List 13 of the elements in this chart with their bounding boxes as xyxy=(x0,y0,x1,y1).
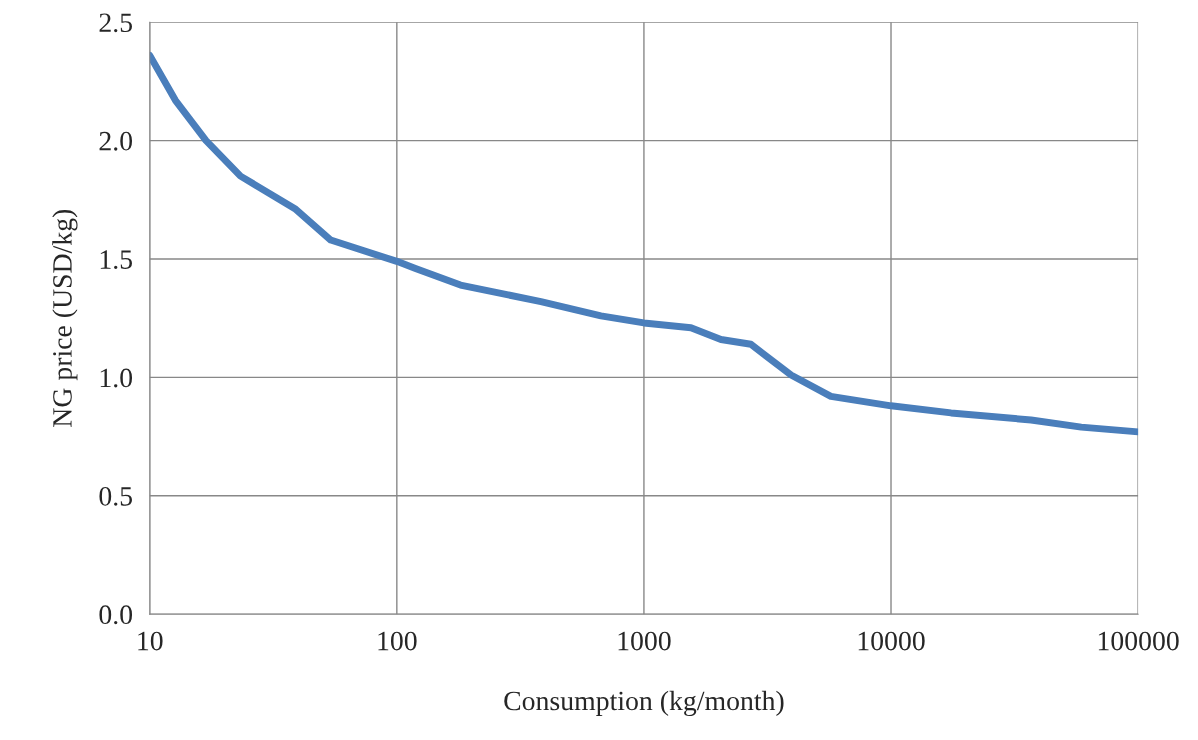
x-axis-title: Consumption (kg/month) xyxy=(504,690,784,717)
x-tick-label: 1000 xyxy=(618,631,671,651)
x-tick-label: 100 xyxy=(378,631,417,651)
y-tick-label: 0.5 xyxy=(99,486,132,506)
y-tick-label: 1.5 xyxy=(100,250,132,270)
y-tick-label: 2.0 xyxy=(99,131,133,151)
y-axis-title: NG price (USD/kg) xyxy=(52,209,78,427)
x-tick-label: 100000 xyxy=(1098,631,1179,651)
y-tick-label: 2.5 xyxy=(99,13,132,33)
x-tick-label: 10000 xyxy=(858,631,925,651)
x-tick-label: 10 xyxy=(138,631,163,651)
y-tick-label: 0.0 xyxy=(99,605,133,625)
y-tick-label: 1.0 xyxy=(100,368,133,388)
